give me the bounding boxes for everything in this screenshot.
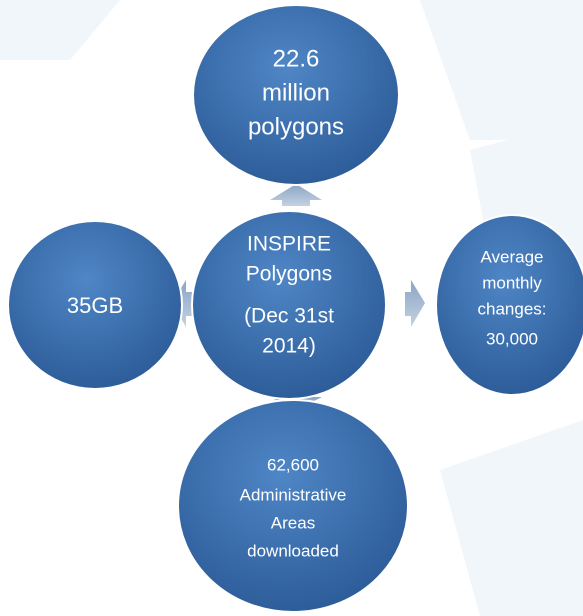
- node-label: (Dec 31st: [244, 305, 334, 328]
- arrow-right: [405, 280, 425, 327]
- arrow-up: [270, 184, 322, 206]
- node-circle: [192, 4, 400, 186]
- node-label: changes:: [478, 299, 547, 318]
- node-label: 30,000: [486, 329, 538, 348]
- node-label: 22.6: [273, 45, 320, 72]
- node-circle: [435, 214, 583, 396]
- node-label: 35GB: [67, 293, 123, 318]
- node-label: monthly: [482, 273, 542, 292]
- node-label: Areas: [271, 513, 315, 532]
- node-circle: [177, 399, 409, 613]
- node: INSPIRE Polygons (Dec 31st 2014): [191, 210, 387, 400]
- node: 35GB: [7, 220, 183, 390]
- node-label: INSPIRE: [247, 233, 331, 256]
- node-label: 2014): [262, 335, 316, 358]
- node-label: Polygons: [246, 263, 332, 286]
- node: 62,600 Administrative Areas downloaded: [177, 399, 409, 613]
- node-circle: [7, 220, 183, 390]
- node-label: downloaded: [247, 541, 339, 560]
- nodes: INSPIRE Polygons (Dec 31st 2014) 22.6 million…: [7, 4, 583, 613]
- node-label: 62,600: [267, 455, 319, 474]
- node-label: polygons: [248, 113, 344, 140]
- node-label: million: [262, 79, 330, 106]
- node: 22.6 million polygons: [192, 4, 400, 186]
- node: Average monthly changes: 30,000: [435, 214, 583, 396]
- node-circle: [191, 210, 387, 400]
- node-label: Average: [480, 247, 543, 266]
- node-label: Administrative: [240, 485, 347, 504]
